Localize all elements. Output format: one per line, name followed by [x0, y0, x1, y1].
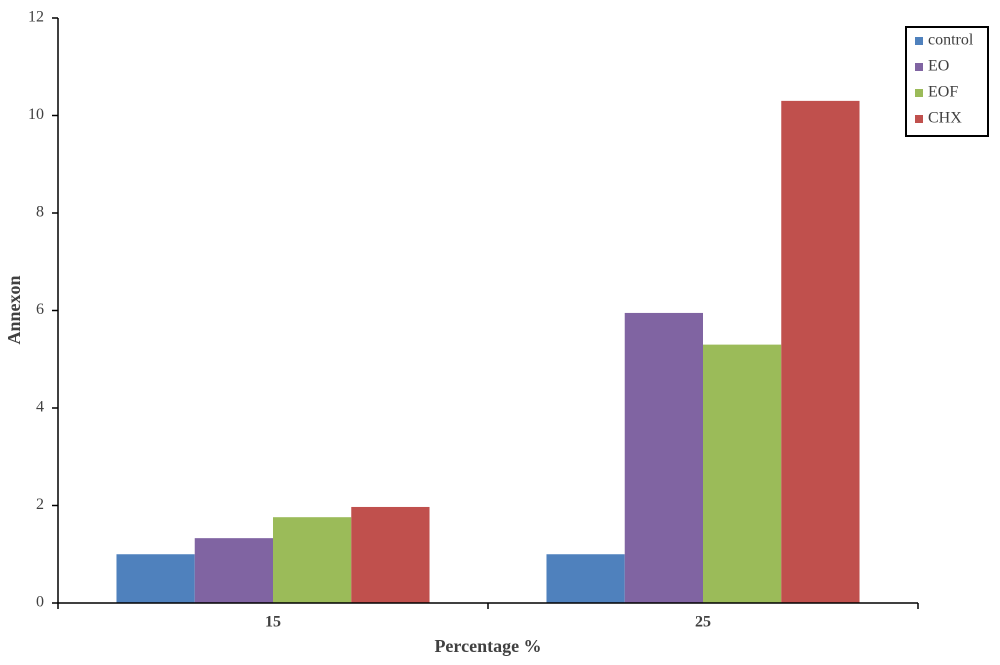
y-tick-label: 12 — [28, 9, 44, 26]
y-tick-label: 10 — [28, 106, 44, 123]
y-tick-label: 6 — [36, 301, 44, 318]
bar — [351, 506, 430, 603]
x-tick-label: 15 — [265, 614, 281, 631]
bar — [624, 312, 703, 603]
legend-label: EOF — [928, 84, 958, 101]
y-tick-label: 4 — [36, 399, 44, 416]
legend-swatch — [915, 63, 923, 71]
x-axis-title: Percentage % — [434, 636, 541, 656]
legend-swatch — [915, 37, 923, 45]
y-tick-label: 8 — [36, 204, 44, 221]
legend-label: CHX — [928, 110, 962, 127]
bar — [703, 344, 782, 603]
legend-label: control — [928, 32, 974, 49]
bar — [116, 554, 195, 603]
y-tick-label: 0 — [36, 594, 44, 611]
y-axis-title: Annexon — [4, 275, 24, 344]
y-tick-label: 2 — [36, 496, 44, 513]
bar — [781, 100, 860, 603]
bar — [194, 538, 273, 603]
legend-swatch — [915, 115, 923, 123]
legend-label: EO — [928, 58, 949, 75]
legend-swatch — [915, 89, 923, 97]
x-tick-label: 25 — [695, 614, 711, 631]
bar — [546, 554, 625, 603]
bar — [273, 517, 352, 603]
